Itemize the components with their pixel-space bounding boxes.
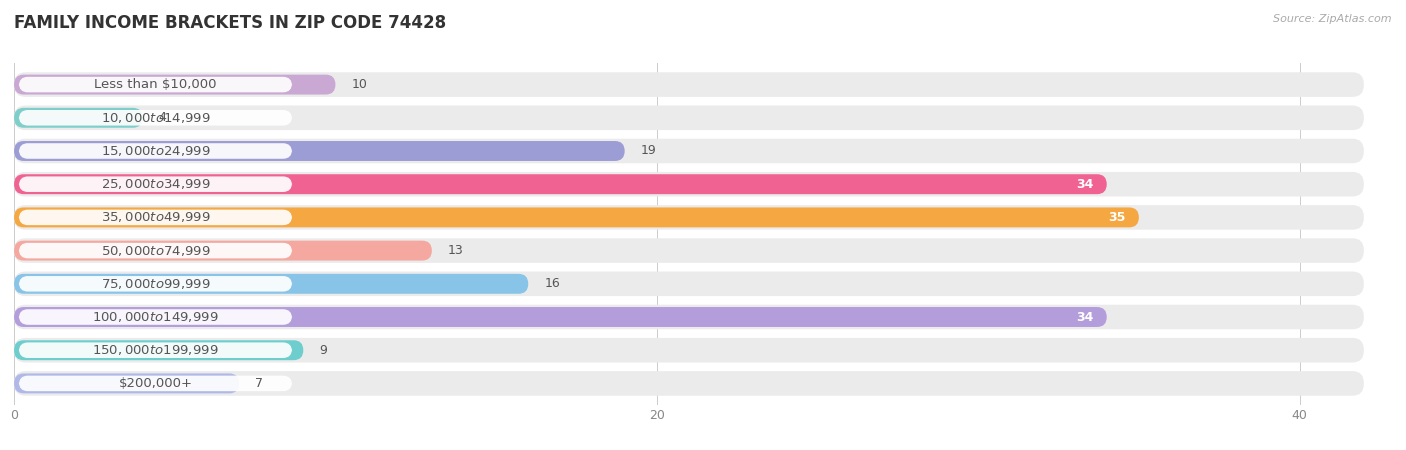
Text: Source: ZipAtlas.com: Source: ZipAtlas.com	[1274, 14, 1392, 23]
FancyBboxPatch shape	[14, 305, 1364, 329]
FancyBboxPatch shape	[14, 271, 1364, 296]
FancyBboxPatch shape	[14, 139, 1364, 163]
FancyBboxPatch shape	[14, 72, 1364, 97]
FancyBboxPatch shape	[14, 238, 1364, 263]
FancyBboxPatch shape	[14, 205, 1364, 230]
FancyBboxPatch shape	[18, 143, 292, 159]
FancyBboxPatch shape	[14, 371, 1364, 396]
FancyBboxPatch shape	[14, 307, 1107, 327]
FancyBboxPatch shape	[18, 342, 292, 358]
FancyBboxPatch shape	[14, 75, 336, 94]
FancyBboxPatch shape	[14, 207, 1139, 227]
FancyBboxPatch shape	[18, 77, 292, 92]
FancyBboxPatch shape	[18, 309, 292, 325]
Text: $10,000 to $14,999: $10,000 to $14,999	[101, 111, 211, 125]
Text: $200,000+: $200,000+	[118, 377, 193, 390]
Text: $25,000 to $34,999: $25,000 to $34,999	[101, 177, 211, 191]
Text: 7: 7	[254, 377, 263, 390]
FancyBboxPatch shape	[14, 274, 529, 294]
FancyBboxPatch shape	[18, 243, 292, 258]
FancyBboxPatch shape	[14, 174, 1107, 194]
FancyBboxPatch shape	[18, 110, 292, 126]
FancyBboxPatch shape	[14, 338, 1364, 363]
Text: 34: 34	[1077, 310, 1094, 324]
FancyBboxPatch shape	[18, 210, 292, 225]
Text: Less than $10,000: Less than $10,000	[94, 78, 217, 91]
Text: 10: 10	[352, 78, 367, 91]
Text: $15,000 to $24,999: $15,000 to $24,999	[101, 144, 211, 158]
Text: 9: 9	[319, 344, 328, 357]
FancyBboxPatch shape	[18, 276, 292, 292]
Text: 4: 4	[159, 111, 166, 124]
Text: $150,000 to $199,999: $150,000 to $199,999	[93, 343, 219, 357]
FancyBboxPatch shape	[14, 172, 1364, 197]
Text: $75,000 to $99,999: $75,000 to $99,999	[101, 277, 211, 291]
FancyBboxPatch shape	[18, 176, 292, 192]
Text: 35: 35	[1108, 211, 1126, 224]
Text: $50,000 to $74,999: $50,000 to $74,999	[101, 243, 211, 257]
Text: $35,000 to $49,999: $35,000 to $49,999	[101, 211, 211, 225]
Text: 16: 16	[544, 277, 560, 290]
Text: 19: 19	[641, 144, 657, 158]
Text: 34: 34	[1077, 178, 1094, 191]
FancyBboxPatch shape	[14, 241, 432, 261]
Text: $100,000 to $149,999: $100,000 to $149,999	[93, 310, 219, 324]
FancyBboxPatch shape	[14, 340, 304, 360]
FancyBboxPatch shape	[14, 141, 624, 161]
FancyBboxPatch shape	[14, 105, 1364, 130]
Text: FAMILY INCOME BRACKETS IN ZIP CODE 74428: FAMILY INCOME BRACKETS IN ZIP CODE 74428	[14, 14, 446, 32]
Text: 13: 13	[449, 244, 464, 257]
FancyBboxPatch shape	[18, 376, 292, 391]
FancyBboxPatch shape	[14, 374, 239, 393]
FancyBboxPatch shape	[14, 108, 142, 128]
